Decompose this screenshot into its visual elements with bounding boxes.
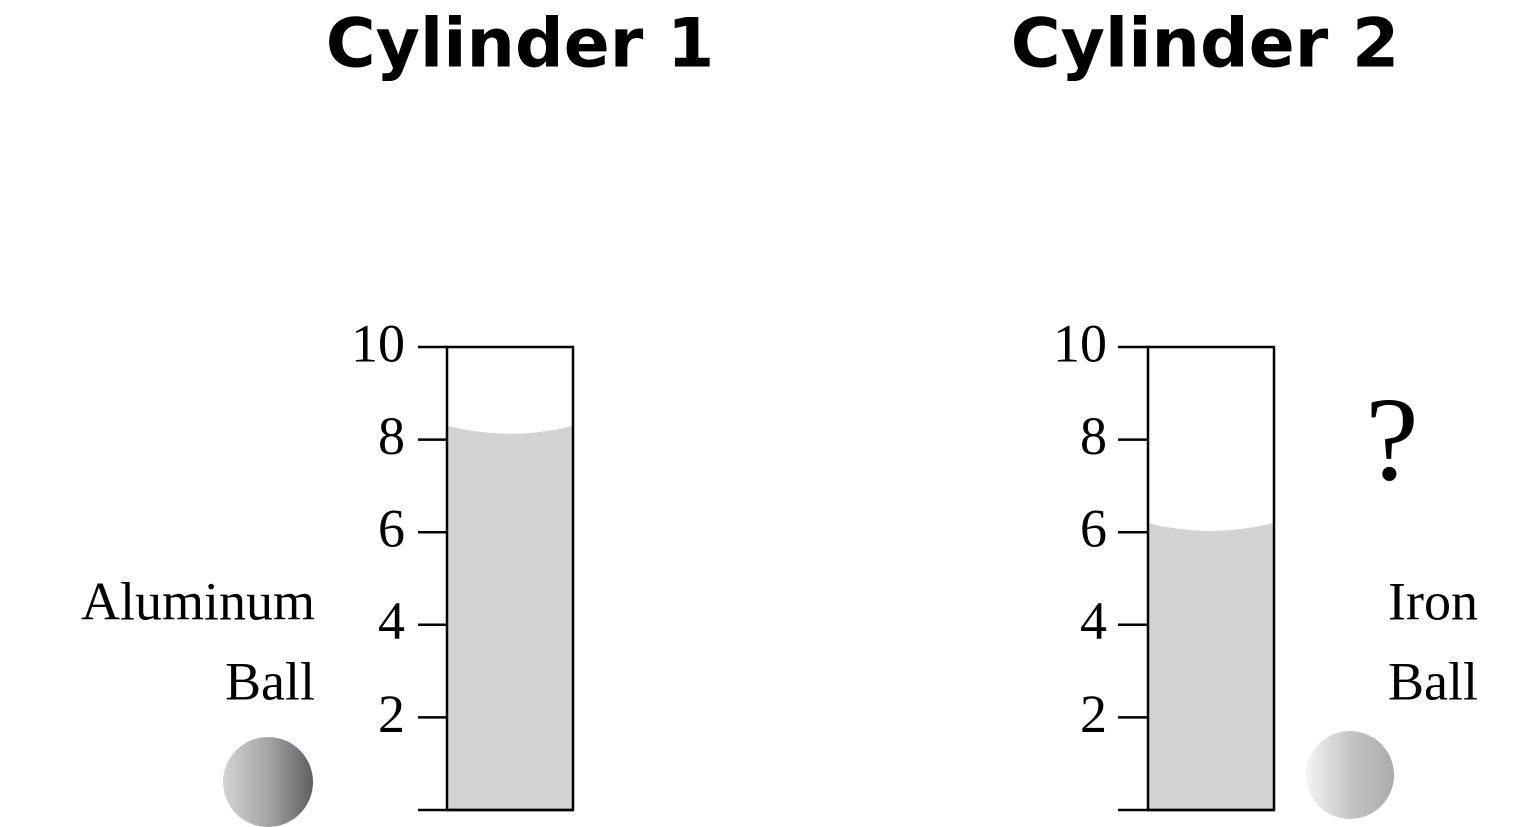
tick-label: 10: [1053, 313, 1107, 373]
question-mark: ?: [1365, 373, 1418, 506]
tick-label: 6: [1080, 499, 1107, 559]
ball-label: Ball: [1388, 651, 1478, 711]
tick-label: 10: [351, 313, 405, 373]
tick-label: 4: [1080, 591, 1107, 651]
cylinder-title: Cylinder 2: [1011, 5, 1400, 84]
ball: [223, 737, 313, 827]
tick-label: 6: [378, 499, 405, 559]
tick-label: 2: [378, 684, 405, 744]
tick-label: 8: [378, 406, 405, 466]
ball-label: Iron: [1388, 571, 1478, 631]
ball-label: Ball: [225, 651, 315, 711]
tick-label: 4: [378, 591, 405, 651]
ball: [1306, 731, 1394, 819]
tick-label: 8: [1080, 406, 1107, 466]
liquid: [1148, 522, 1274, 810]
liquid: [447, 425, 573, 810]
ball-label: Aluminum: [81, 571, 315, 631]
cylinder-title: Cylinder 1: [326, 5, 715, 84]
tick-label: 2: [1080, 684, 1107, 744]
